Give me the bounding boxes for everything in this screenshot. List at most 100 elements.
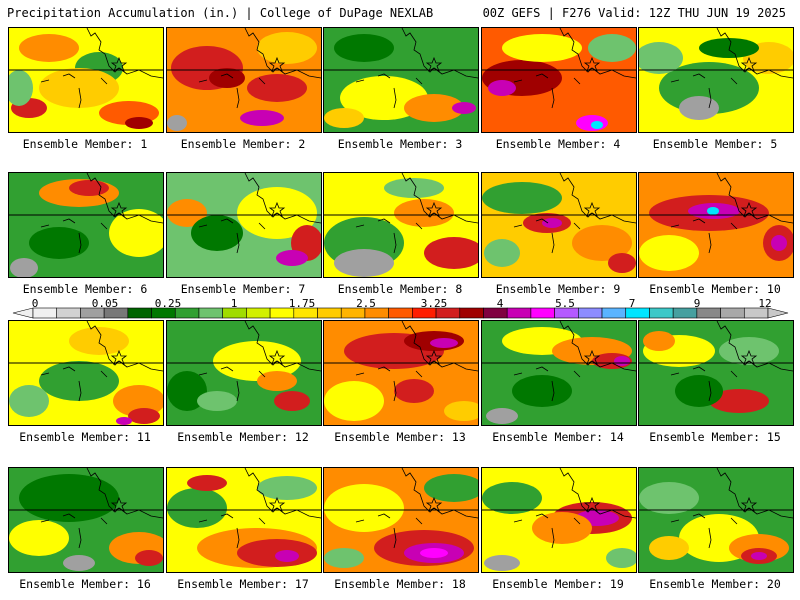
precip-contour <box>116 417 132 425</box>
island-outlines <box>513 73 581 109</box>
coastline <box>716 468 793 519</box>
colorbar-segment <box>554 307 579 319</box>
colorbar-segment <box>151 307 176 319</box>
member-label: Ensemble Member: 15 <box>649 430 781 444</box>
location-marker-icon <box>425 56 443 72</box>
precip-contour <box>751 552 767 560</box>
precip-contour <box>394 199 454 227</box>
coastline <box>559 321 636 372</box>
colorbar-tick-label: 1.75 <box>288 297 316 310</box>
colorbar-segment <box>246 307 271 319</box>
colorbar-segment <box>743 307 769 319</box>
member-label: Ensemble Member: 18 <box>334 577 466 591</box>
member-label: Ensemble Member: 20 <box>649 577 781 591</box>
precip-contour <box>334 34 394 62</box>
island-outlines <box>670 513 738 549</box>
member-map-panel <box>323 172 479 278</box>
coastline <box>401 321 478 372</box>
precip-contour <box>482 182 562 214</box>
chart-title: Precipitation Accumulation (in.) | Colle… <box>7 6 434 20</box>
location-marker-icon <box>740 56 758 72</box>
location-marker-icon <box>110 56 128 72</box>
precip-contour <box>10 258 38 277</box>
precip-contour <box>512 375 572 407</box>
member-label: Ensemble Member: 9 <box>495 282 621 296</box>
colorbar <box>12 307 789 319</box>
precip-contour <box>699 38 759 58</box>
precip-contour <box>69 180 109 196</box>
coastline <box>244 28 321 79</box>
precip-contour <box>324 484 404 532</box>
island-outlines <box>40 218 108 254</box>
colorbar-segment <box>625 307 650 319</box>
precip-contour <box>486 408 518 424</box>
precip-contour <box>29 227 89 259</box>
member-map-panel <box>323 320 479 426</box>
location-marker-icon <box>110 201 128 217</box>
coastline <box>86 468 163 519</box>
location-marker-icon <box>740 201 758 217</box>
member-map-panel <box>8 467 164 573</box>
coastline <box>401 28 478 79</box>
member-map-panel <box>8 320 164 426</box>
coastline <box>86 321 163 372</box>
member-label: Ensemble Member: 17 <box>177 577 309 591</box>
member-label: Ensemble Member: 11 <box>19 430 151 444</box>
precip-contour <box>9 520 69 556</box>
location-marker-icon <box>583 56 601 72</box>
member-map-panel <box>8 27 164 133</box>
member-map-panel <box>481 467 637 573</box>
precip-contour <box>257 476 317 500</box>
location-marker-icon <box>740 496 758 512</box>
precip-contour <box>197 391 237 411</box>
island-outlines <box>355 73 423 109</box>
precip-contour <box>167 199 207 227</box>
member-map-panel <box>166 27 322 133</box>
member-label: Ensemble Member: 8 <box>337 282 463 296</box>
precip-contour <box>502 34 582 62</box>
island-outlines <box>198 218 266 254</box>
member-label: Ensemble Member: 3 <box>337 137 463 151</box>
location-marker-icon <box>425 349 443 365</box>
member-map-panel <box>638 467 794 573</box>
precip-contour <box>771 235 787 251</box>
island-outlines <box>198 513 266 549</box>
coastline <box>559 28 636 79</box>
precip-contour <box>275 550 299 562</box>
colorbar-segment <box>578 307 603 319</box>
member-map-panel <box>323 467 479 573</box>
precip-contour <box>649 536 689 560</box>
coastline <box>86 28 163 79</box>
member-label: Ensemble Member: 5 <box>652 137 778 151</box>
location-marker-icon <box>425 496 443 512</box>
member-map-panel <box>166 172 322 278</box>
colorbar-segment <box>56 307 81 319</box>
colorbar-tick-label: 0.05 <box>91 297 119 310</box>
colorbar-max-arrow <box>767 307 789 319</box>
precip-contour <box>9 385 49 417</box>
colorbar-tick-label: 0 <box>31 297 39 310</box>
coastline <box>86 173 163 224</box>
precip-contour <box>394 379 434 403</box>
precip-contour <box>187 475 227 491</box>
precip-contour <box>639 482 699 514</box>
member-label: Ensemble Member: 2 <box>180 137 306 151</box>
coastline <box>716 173 793 224</box>
precip-contour <box>324 381 384 421</box>
member-map-panel <box>323 27 479 133</box>
precip-contour <box>679 96 719 120</box>
precip-contour <box>257 371 297 391</box>
coastline <box>244 321 321 372</box>
colorbar-segment <box>388 307 413 319</box>
precip-contour <box>213 341 301 381</box>
colorbar-segment <box>720 307 745 319</box>
coastline <box>559 468 636 519</box>
coastline <box>401 173 478 224</box>
location-marker-icon <box>740 349 758 365</box>
member-map-panel <box>166 467 322 573</box>
member-label: Ensemble Member: 14 <box>492 430 624 444</box>
precip-contour <box>167 488 227 528</box>
coastline <box>559 173 636 224</box>
precip-contour <box>588 34 636 62</box>
precip-contour <box>384 178 444 198</box>
